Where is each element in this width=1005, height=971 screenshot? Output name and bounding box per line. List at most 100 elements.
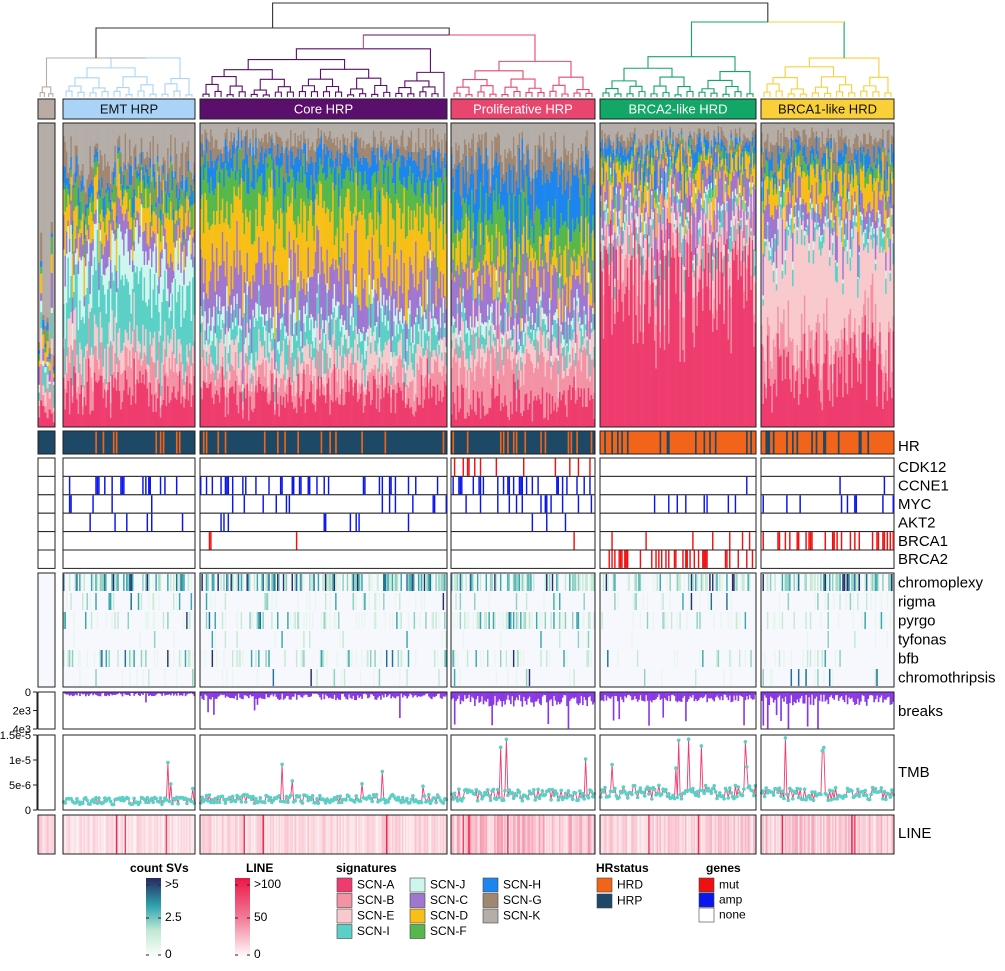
exposure-bar-segment xyxy=(570,123,573,153)
exposure-bar-segment xyxy=(142,207,144,232)
exposure-bar-segment xyxy=(358,332,361,348)
exposure-bar-segment xyxy=(292,380,295,409)
exposure-bar-segment xyxy=(646,234,649,427)
exposure-bar-segment xyxy=(602,240,605,246)
exposure-bar-segment xyxy=(614,299,616,314)
exposure-bar-segment xyxy=(622,172,625,197)
exposure-bar-segment xyxy=(561,123,564,170)
exposure-bar-segment xyxy=(346,329,349,349)
exposure-bar-segment xyxy=(107,240,109,267)
exposure-bar-segment xyxy=(632,171,635,198)
exposure-bar-segment xyxy=(361,333,364,341)
exposure-bar-segment xyxy=(229,140,231,149)
exposure-bar-segment xyxy=(83,220,86,240)
exposure-bar-segment xyxy=(391,376,394,390)
exposure-bar-segment xyxy=(136,379,139,427)
exposure-bar-segment xyxy=(50,353,54,414)
exposure-bar-segment xyxy=(548,227,551,242)
exposure-bar-segment xyxy=(288,300,291,340)
exposure-bar-segment xyxy=(200,199,202,210)
exposure-bar-segment xyxy=(303,369,305,427)
exposure-bar-segment xyxy=(551,171,554,207)
exposure-bar-segment xyxy=(614,208,616,233)
exposure-bar-segment xyxy=(518,147,521,195)
exposure-bar-segment xyxy=(482,123,485,164)
exposure-bar-segment xyxy=(554,199,557,237)
exposure-bar-segment xyxy=(584,406,587,427)
exposure-bar-segment xyxy=(93,256,96,315)
exposure-bar-segment xyxy=(246,294,249,323)
exposure-bar-segment xyxy=(151,317,153,346)
exposure-bar-segment xyxy=(121,239,124,276)
exposure-bar-segment xyxy=(569,276,571,313)
exposure-bar-segment xyxy=(577,297,580,313)
dendrogram-branch xyxy=(319,68,370,80)
exposure-bar-segment xyxy=(101,258,103,276)
exposure-bar-segment xyxy=(359,172,362,212)
exposure-bar-segment xyxy=(413,287,416,325)
exposure-bar-segment xyxy=(495,137,498,153)
exposure-bar-segment xyxy=(546,173,548,223)
exposure-bar-segment xyxy=(567,324,570,352)
exposure-bar-segment xyxy=(685,234,687,240)
exposure-bar-segment xyxy=(171,170,174,191)
exposure-bar-segment xyxy=(429,206,432,232)
exposure-bar-segment xyxy=(156,155,159,162)
exposure-bar-segment xyxy=(655,285,658,308)
exposure-bar-segment xyxy=(634,140,636,145)
exposure-bar-segment xyxy=(452,391,455,427)
exposure-bar-segment xyxy=(629,205,632,224)
exposure-bar-segment xyxy=(180,326,183,345)
exposure-bar-segment xyxy=(242,317,244,385)
exposure-bar-segment xyxy=(274,123,276,146)
exposure-bar-segment xyxy=(628,253,631,290)
exposure-bar-segment xyxy=(462,288,465,297)
exposure-bar-segment xyxy=(304,205,307,295)
exposure-bar-segment xyxy=(101,243,103,259)
exposure-bar-segment xyxy=(266,142,269,163)
exposure-bar-segment xyxy=(105,407,108,427)
exposure-bar-segment xyxy=(604,142,606,158)
exposure-bar-segment xyxy=(102,285,105,367)
exposure-bar-segment xyxy=(146,151,149,169)
exposure-bar-segment xyxy=(313,328,316,349)
exposure-bar-segment xyxy=(137,123,140,164)
exposure-bar-segment xyxy=(695,247,697,427)
exposure-bar-segment xyxy=(525,163,528,177)
exposure-bar-segment xyxy=(689,155,692,167)
exposure-bar-segment xyxy=(359,137,362,158)
exposure-bar-segment xyxy=(109,212,112,224)
exposure-bar-segment xyxy=(67,318,70,348)
exposure-bar-segment xyxy=(601,235,604,241)
exposure-bar-segment xyxy=(514,195,517,230)
exposure-bar-segment xyxy=(660,131,663,138)
exposure-bar-segment xyxy=(285,364,288,386)
exposure-bar-segment xyxy=(538,330,541,355)
exposure-bar-segment xyxy=(608,236,611,244)
exposure-bar-segment xyxy=(324,154,327,181)
exposure-bar-segment xyxy=(371,399,374,427)
exposure-bar-segment xyxy=(648,123,650,151)
exposure-bar-segment xyxy=(499,123,502,155)
exposure-bar-segment xyxy=(310,319,313,345)
exposure-bar-segment xyxy=(364,280,366,341)
exposure-bar-segment xyxy=(282,123,285,153)
exposure-bar-segment xyxy=(354,382,356,427)
exposure-bar-segment xyxy=(181,286,184,365)
exposure-bar-segment xyxy=(348,189,350,271)
exposure-bar-segment xyxy=(481,123,483,135)
exposure-bar-segment xyxy=(332,142,334,161)
exposure-bar-segment xyxy=(656,207,659,214)
exposure-bar-segment xyxy=(80,220,83,233)
exposure-bar-segment xyxy=(586,153,589,216)
exposure-bar-segment xyxy=(314,401,317,412)
exposure-bar-segment xyxy=(249,359,252,379)
exposure-bar-segment xyxy=(465,263,468,321)
exposure-bar-segment xyxy=(534,396,537,427)
exposure-bar-segment xyxy=(202,164,205,181)
exposure-bar-segment xyxy=(580,174,583,217)
exposure-bar-segment xyxy=(335,157,337,186)
exposure-bar-segment xyxy=(375,321,378,327)
exposure-bar-segment xyxy=(636,233,639,255)
exposure-bar-segment xyxy=(314,411,317,427)
